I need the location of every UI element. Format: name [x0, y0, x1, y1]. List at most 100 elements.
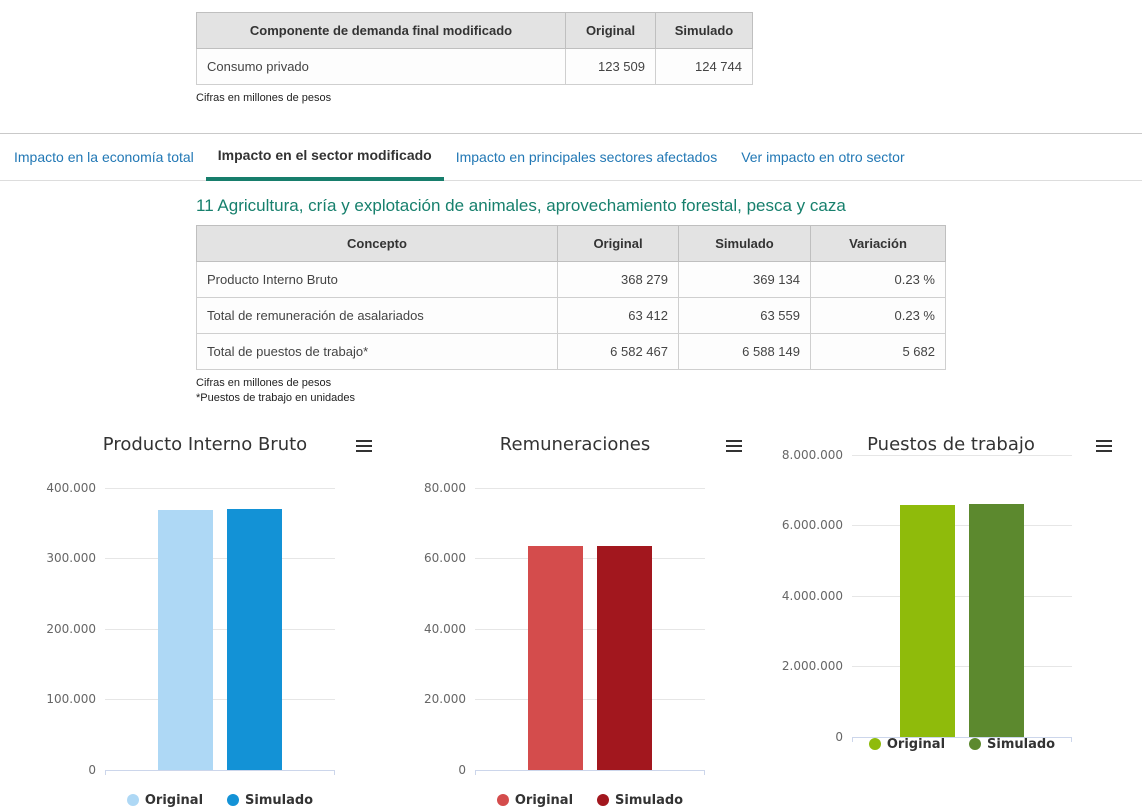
demand-section: Componente de demanda final modificado O…	[0, 0, 1142, 106]
impact-row-concepto: Total de puestos de trabajo*	[196, 332, 558, 370]
y-axis-tick-label: 80.000	[424, 480, 466, 495]
y-axis-tick-label: 200.000	[46, 621, 96, 636]
bar-original[interactable]	[528, 546, 583, 770]
legend-label: Original	[144, 792, 204, 808]
legend-item-simulado[interactable]: Simulado	[969, 737, 1055, 752]
legend-label: Simulado	[615, 792, 684, 808]
impact-row-simulado: 63 559	[678, 296, 811, 334]
sector-title: 11 Agricultura, cría y explotación de an…	[196, 195, 846, 215]
y-axis-tick-label: 60.000	[424, 551, 466, 566]
hamburger-menu-icon[interactable]	[1096, 439, 1112, 452]
impact-row-original: 63 412	[557, 296, 679, 334]
charts-row: Producto Interno Bruto 400.000 300.000 200…	[0, 428, 1142, 808]
x-axis-line	[475, 769, 705, 771]
hamburger-menu-icon[interactable]	[726, 439, 742, 452]
gridline	[852, 595, 1072, 597]
gridline	[852, 525, 1072, 527]
table-row: Total de remuneración de asalariados 63 …	[196, 296, 946, 334]
y-axis-tick-label: 0	[88, 762, 96, 777]
chart-remuneraciones: Remuneraciones 80.000 60.000 40.000 20.000 0…	[390, 428, 760, 808]
impact-header-original: Original	[557, 224, 679, 262]
impact-row-original: 368 279	[557, 260, 679, 298]
bar-simulado[interactable]	[227, 509, 282, 770]
legend-marker	[126, 794, 139, 807]
sector-impact-section: 11 Agricultura, cría y explotación de an…	[0, 181, 1142, 406]
demand-row-label: Consumo privado	[196, 48, 566, 85]
bar-original[interactable]	[158, 509, 213, 770]
chart-legend: Original Simulado	[475, 793, 705, 808]
demand-table-header-row: Componente de demanda final modificado O…	[196, 12, 753, 49]
x-axis-line	[105, 769, 335, 771]
y-axis-tick-label: 40.000	[424, 621, 466, 636]
chart-title: Producto Interno Bruto	[102, 433, 308, 455]
y-axis-tick-label: 100.000	[46, 692, 96, 707]
legend-marker	[868, 738, 881, 751]
table-row: Producto Interno Bruto 368 279 369 134 0…	[196, 260, 946, 298]
plot-area: 8.000.000 6.000.000 4.000.000 2.000.000 0	[782, 448, 1072, 744]
legend-item-simulado[interactable]: Simulado	[227, 793, 313, 808]
impact-row-variacion: 0.23 %	[810, 260, 946, 298]
impact-row-concepto: Total de remuneración de asalariados	[196, 296, 558, 334]
footnote-line: *Puestos de trabajo en unidades	[196, 391, 356, 404]
bar-simulado[interactable]	[969, 504, 1024, 737]
chart-title: Remuneraciones	[499, 433, 651, 455]
y-axis-tick-label: 0	[835, 729, 843, 744]
gridline	[105, 558, 335, 560]
gridline	[475, 699, 705, 701]
impact-footnotes: Cifras en millones de pesos *Puestos de …	[196, 376, 1142, 406]
tab-impacto-economia-total[interactable]: Impacto en la economía total	[14, 148, 194, 165]
gridline	[105, 628, 335, 630]
y-axis-tick-label: 400.000	[46, 480, 96, 495]
demand-header-original: Original	[565, 12, 656, 49]
tab-impacto-sector-modificado[interactable]: Impacto en el sector modificado	[205, 134, 444, 181]
x-axis-line	[852, 736, 1072, 738]
y-axis-tick-label: 0	[458, 762, 466, 777]
legend-marker	[227, 794, 240, 807]
demand-header-simulado: Simulado	[655, 12, 753, 49]
table-row: Consumo privado 123 509 124 744	[196, 48, 753, 85]
demand-row-simulado: 124 744	[655, 48, 753, 85]
impact-row-concepto: Producto Interno Bruto	[196, 260, 558, 298]
legend-item-original[interactable]: Original	[496, 792, 574, 808]
y-axis-tick-label: 300.000	[46, 551, 96, 566]
legend-item-original[interactable]: Original	[126, 792, 204, 808]
gridline	[105, 487, 335, 489]
tab-ver-impacto-otro-sector[interactable]: Ver impacto en otro sector	[741, 148, 905, 165]
impact-row-simulado: 369 134	[678, 260, 811, 298]
impact-row-simulado: 6 588 149	[678, 332, 811, 370]
y-axis-tick-label: 4.000.000	[781, 588, 843, 603]
impact-header-variacion: Variación	[810, 224, 946, 262]
gridline	[852, 666, 1072, 668]
y-axis-tick-label: 8.000.000	[781, 447, 843, 462]
plot-area: 400.000 300.000 200.000 100.000 0	[46, 481, 335, 777]
chart-title: Puestos de trabajo	[867, 433, 1035, 455]
legend-marker	[969, 738, 982, 751]
legend-label: Simulado	[245, 792, 314, 808]
impact-row-original: 6 582 467	[557, 332, 679, 370]
impact-row-variacion: 0.23 %	[810, 296, 946, 334]
legend-marker	[496, 794, 509, 807]
gridline	[475, 487, 705, 489]
demand-table: Componente de demanda final modificado O…	[196, 12, 753, 85]
plot-area: 80.000 60.000 40.000 20.000 0	[424, 481, 705, 777]
footnote-line: Cifras en millones de pesos	[196, 376, 332, 389]
bar-simulado[interactable]	[597, 545, 652, 770]
chart-puestos-de-trabajo: Puestos de trabajo 8.000.000 6.000.000 4.0…	[760, 428, 1142, 808]
gridline	[475, 558, 705, 560]
impact-row-variacion: 5 682	[810, 332, 946, 370]
legend-label: Original	[886, 736, 946, 752]
gridline	[475, 628, 705, 630]
bar-original[interactable]	[900, 504, 955, 737]
legend-marker	[597, 794, 610, 807]
demand-footnote: Cifras en millones de pesos	[196, 92, 332, 104]
hamburger-menu-icon[interactable]	[356, 439, 372, 452]
y-axis-tick-label: 6.000.000	[781, 518, 843, 533]
legend-item-original[interactable]: Original	[868, 736, 946, 752]
tab-impacto-sectores-afectados[interactable]: Impacto en principales sectores afectado…	[455, 148, 718, 165]
impact-header-concepto: Concepto	[196, 224, 558, 262]
legend-label: Original	[514, 792, 574, 808]
chart-producto-interno-bruto: Producto Interno Bruto 400.000 300.000 200…	[20, 428, 390, 808]
legend-item-simulado[interactable]: Simulado	[597, 793, 683, 808]
table-row: Total de puestos de trabajo* 6 582 467 6…	[196, 332, 946, 370]
impact-table-header-row: Concepto Original Simulado Variación	[196, 224, 946, 262]
